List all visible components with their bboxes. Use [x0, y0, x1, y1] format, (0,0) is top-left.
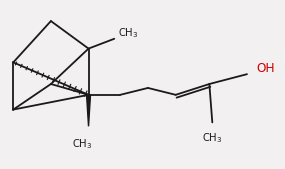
- Text: CH$_3$: CH$_3$: [202, 131, 223, 145]
- Text: CH$_3$: CH$_3$: [72, 137, 93, 151]
- Text: CH$_3$: CH$_3$: [118, 26, 139, 40]
- Polygon shape: [87, 95, 91, 126]
- Text: OH: OH: [257, 62, 276, 75]
